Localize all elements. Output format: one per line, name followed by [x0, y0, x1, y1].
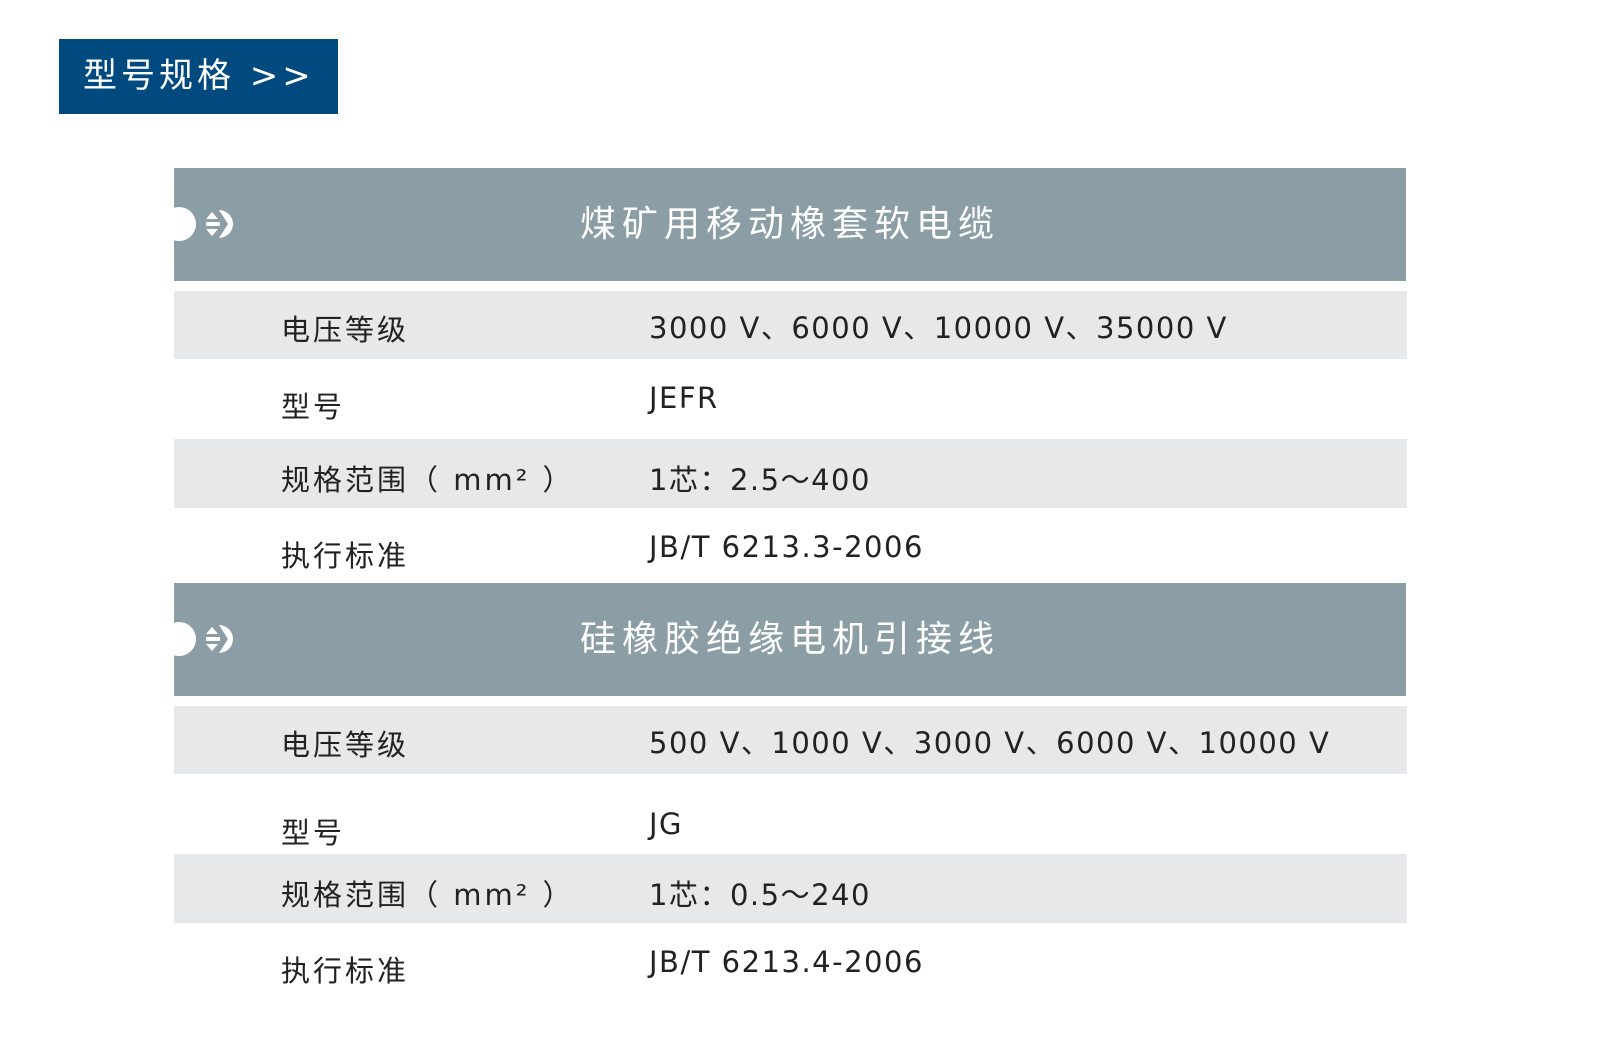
row-value: 1芯：0.5～240 [649, 878, 871, 912]
table-row: 电压等级 500 V、1000 V、3000 V、6000 V、10000 V [174, 706, 1407, 774]
row-value: 500 V、1000 V、3000 V、6000 V、10000 V [649, 726, 1331, 760]
row-label: 规格范围（ mm² ） [281, 463, 575, 497]
table-row: 型号 JG [174, 774, 1407, 854]
section-title: 煤矿用移动橡套软电缆 [579, 204, 1000, 245]
row-label: 规格范围（ mm² ） [281, 878, 575, 912]
row-value: JB/T 6213.3-2006 [649, 530, 924, 564]
table-row: 执行标准 JB/T 6213.3-2006 [174, 508, 1407, 583]
arrow-right-circle-icon [206, 210, 233, 238]
row-label: 电压等级 [281, 728, 410, 762]
row-label: 型号 [281, 390, 346, 424]
tab-notch [162, 207, 196, 241]
row-value: JB/T 6213.4-2006 [649, 945, 924, 979]
section-title: 硅橡胶绝缘电机引接线 [579, 619, 1000, 660]
row-label: 执行标准 [281, 954, 410, 988]
row-label: 执行标准 [281, 539, 410, 573]
row-value: 3000 V、6000 V、10000 V、35000 V [649, 311, 1228, 345]
table-row: 执行标准 JB/T 6213.4-2006 [174, 923, 1407, 1000]
arrow-right-circle-icon [206, 625, 233, 653]
row-value: JEFR [649, 381, 719, 415]
page-title: 型号规格 >> [59, 39, 338, 114]
table-row: 规格范围（ mm² ） 1芯：0.5～240 [174, 854, 1407, 923]
table-row: 型号 JEFR [174, 359, 1407, 439]
row-label: 电压等级 [281, 313, 410, 347]
table-row: 电压等级 3000 V、6000 V、10000 V、35000 V [174, 291, 1407, 359]
tab-notch [162, 622, 196, 656]
row-value: 1芯：2.5～400 [649, 463, 871, 497]
row-value: JG [649, 807, 684, 841]
section-header: 煤矿用移动橡套软电缆 [162, 168, 1406, 281]
section-header: 硅橡胶绝缘电机引接线 [162, 583, 1406, 696]
table-row: 规格范围（ mm² ） 1芯：2.5～400 [174, 439, 1407, 508]
row-label: 型号 [281, 816, 346, 850]
